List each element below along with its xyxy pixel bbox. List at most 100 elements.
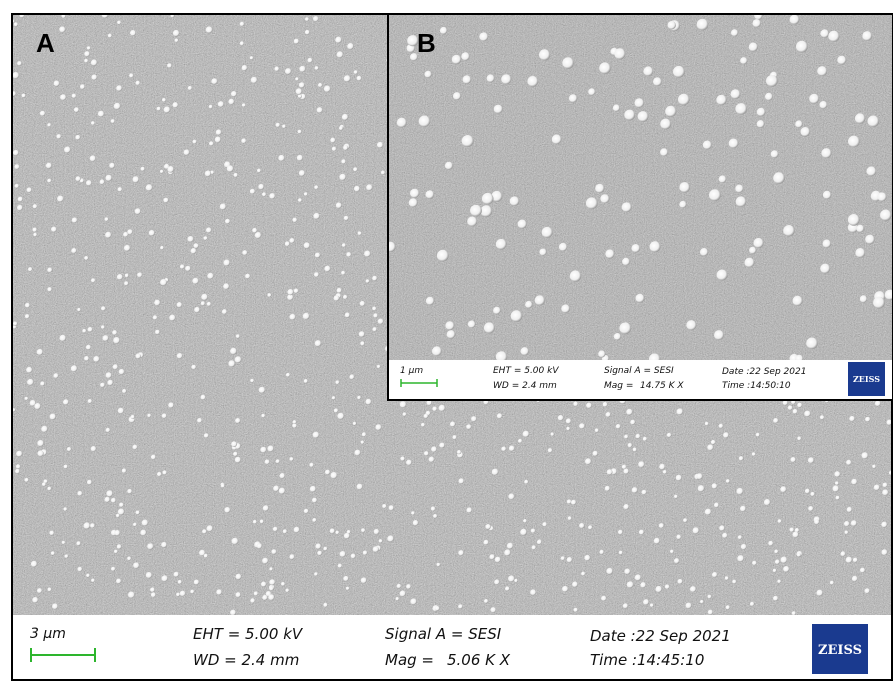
particle [258, 183, 265, 190]
particle [700, 599, 704, 604]
particle [585, 458, 592, 465]
particle [275, 122, 281, 128]
particle [314, 272, 319, 278]
particle [295, 88, 303, 95]
particle [71, 248, 77, 254]
particle [376, 364, 381, 369]
particle [790, 457, 796, 463]
particle [337, 563, 343, 568]
particle [110, 119, 115, 124]
particle [493, 104, 503, 114]
particle [791, 611, 796, 615]
particle [485, 524, 491, 530]
particle [47, 587, 52, 592]
particle [467, 320, 476, 329]
particle [324, 265, 331, 272]
particle [458, 478, 465, 484]
particle [241, 138, 247, 144]
particle [123, 231, 129, 238]
particle [147, 413, 152, 418]
particle [135, 510, 140, 515]
particle [410, 53, 418, 61]
particle [431, 446, 437, 453]
particle [345, 586, 350, 591]
particle [566, 557, 573, 563]
particle [37, 450, 44, 457]
particle [756, 120, 765, 128]
particle [187, 85, 193, 91]
particle [402, 412, 407, 417]
particle [395, 597, 400, 601]
particle [424, 70, 432, 78]
particle [130, 414, 135, 419]
particle [116, 578, 122, 584]
particle [256, 543, 263, 549]
particle [147, 543, 154, 550]
particle [87, 327, 93, 332]
particle [133, 522, 137, 527]
particle [102, 335, 109, 342]
particle [471, 416, 477, 422]
particle [649, 603, 654, 608]
particle [755, 432, 760, 437]
particle [121, 468, 127, 474]
particle [766, 75, 778, 87]
particle [335, 530, 340, 535]
particle [736, 487, 744, 495]
particle [362, 550, 368, 556]
particle [716, 269, 728, 281]
particle [336, 51, 344, 58]
particle [406, 584, 412, 590]
particle [233, 172, 238, 178]
particle [225, 218, 231, 224]
frame-b [387, 13, 893, 401]
particle [117, 187, 123, 192]
particle [337, 412, 345, 420]
particle [697, 485, 705, 492]
particle [780, 486, 787, 493]
particle [777, 579, 782, 584]
particle [568, 94, 578, 103]
particle [260, 446, 267, 453]
particle [152, 315, 158, 320]
particle [339, 126, 343, 131]
particle [571, 499, 577, 505]
scale-label: 1 µm [400, 366, 423, 376]
particle [675, 474, 682, 481]
particle [444, 161, 453, 170]
particle [51, 226, 57, 233]
particle [635, 433, 641, 439]
particle [90, 59, 98, 66]
particle [481, 192, 494, 205]
particle [732, 579, 737, 584]
particle [670, 549, 674, 554]
particle [249, 56, 254, 60]
particle [615, 424, 621, 429]
particle [702, 140, 712, 150]
particle [122, 388, 127, 394]
particle [124, 273, 129, 278]
particle [358, 331, 365, 338]
particle [323, 602, 328, 608]
particle [250, 598, 256, 604]
particle [754, 15, 763, 20]
particle [434, 606, 440, 611]
particle [176, 353, 183, 359]
particle [539, 248, 547, 256]
particle [278, 487, 286, 495]
particle [846, 506, 853, 513]
particle [612, 104, 620, 112]
particle [105, 372, 112, 379]
time: Time :14:45:10 [590, 651, 704, 669]
particle [56, 134, 62, 139]
particle [223, 259, 231, 267]
particle [100, 382, 105, 388]
particle [653, 77, 662, 87]
particle [637, 111, 649, 122]
particle [34, 403, 41, 410]
particle [595, 183, 605, 193]
particle [241, 103, 246, 107]
particle [428, 456, 435, 463]
particle [407, 35, 419, 47]
particle [47, 123, 52, 127]
